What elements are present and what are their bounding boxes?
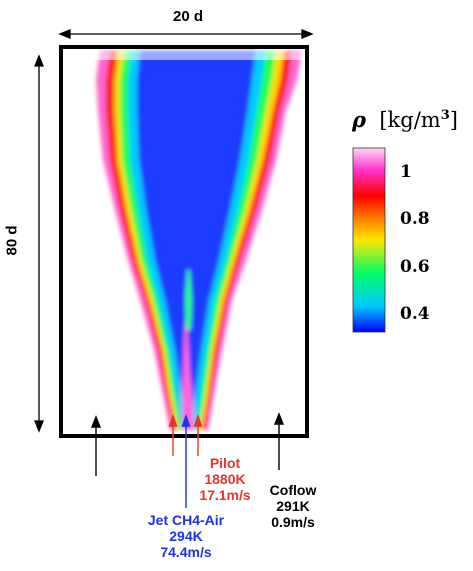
colorbar-title: ρ [kg/m3]	[352, 107, 458, 132]
jet-temperature: 294K	[169, 528, 203, 544]
height-label: 80 d	[3, 225, 21, 256]
jet-label: Jet CH4-Air 294K 74.4m/s	[128, 512, 244, 560]
pilot-velocity: 17.1m/s	[199, 487, 251, 503]
coflow-velocity: 0.9m/s	[271, 514, 315, 530]
colorbar-tick-1: 1	[400, 162, 412, 182]
coflow-arrow-right	[273, 412, 285, 470]
colorbar-unit: [kg/m	[379, 108, 441, 132]
width-label: 20 d	[172, 8, 203, 25]
jet-core-pink	[182, 310, 194, 430]
colorbar-unit-power: 3	[440, 108, 450, 123]
coflow-name: Coflow	[269, 482, 317, 498]
colorbar	[352, 147, 386, 333]
colorbar-unit-close: ]	[449, 108, 458, 132]
coflow-arrow-left	[90, 415, 102, 476]
pilot-temperature: 1880K	[204, 471, 246, 487]
coflow-label: Coflow 291K 0.9m/s	[255, 482, 331, 530]
colorbar-tick-0-6: 0.6	[400, 257, 430, 277]
colorbar-tick-0-8: 0.8	[400, 209, 430, 229]
flame-blue-core	[137, 50, 256, 430]
coflow-temperature: 291K	[276, 498, 310, 514]
density-field	[96, 50, 302, 430]
jet-velocity: 74.4m/s	[160, 544, 212, 560]
jet-name: Jet CH4-Air	[147, 512, 225, 528]
pilot-label: Pilot 1880K 17.1m/s	[190, 455, 260, 503]
width-dimension-arrow	[58, 29, 314, 39]
colorbar-tick-0-4: 0.4	[400, 304, 430, 324]
jet-core-green	[185, 270, 192, 330]
height-dimension-arrow	[34, 54, 44, 433]
density-symbol: ρ	[352, 107, 366, 132]
domain-box	[59, 45, 309, 438]
pilot-arrows	[168, 413, 203, 456]
pilot-name: Pilot	[209, 455, 241, 471]
jet-arrow	[181, 413, 191, 508]
